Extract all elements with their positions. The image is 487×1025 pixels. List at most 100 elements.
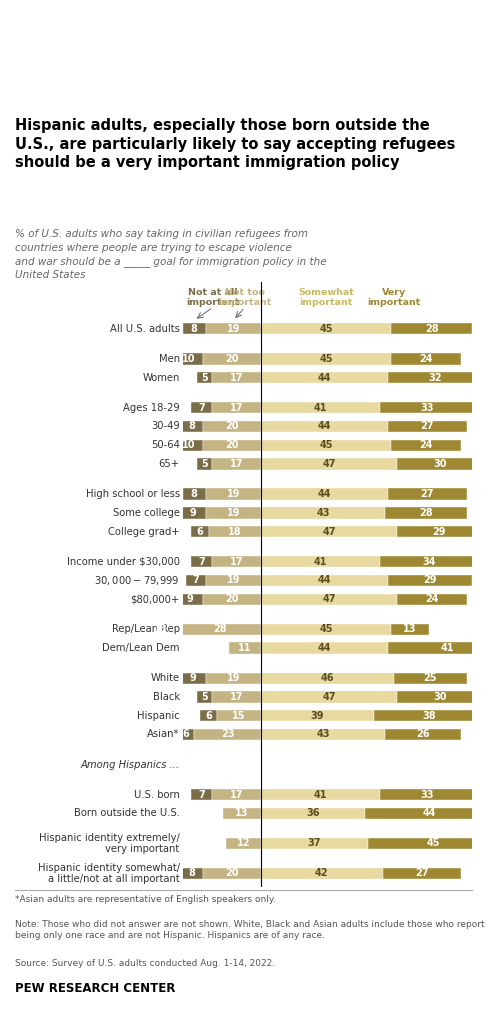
Text: U.S. born: U.S. born <box>134 789 180 800</box>
Bar <box>261 672 394 684</box>
Bar <box>386 729 461 740</box>
Text: 18: 18 <box>228 527 242 537</box>
Text: 7: 7 <box>198 403 205 413</box>
Text: White: White <box>150 673 180 683</box>
Text: 15: 15 <box>232 710 246 721</box>
Text: 42: 42 <box>315 868 328 878</box>
Text: 8: 8 <box>191 324 198 334</box>
Bar <box>388 489 467 500</box>
Text: 43: 43 <box>317 507 330 518</box>
Text: 47: 47 <box>322 594 336 605</box>
Bar <box>180 507 206 519</box>
Bar <box>380 789 475 801</box>
Bar <box>180 421 203 433</box>
Text: $80,000+: $80,000+ <box>131 594 180 605</box>
Text: 44: 44 <box>422 809 436 818</box>
Text: High school or less: High school or less <box>86 489 180 499</box>
Text: 17: 17 <box>229 692 243 702</box>
Bar <box>183 489 206 500</box>
Bar <box>211 458 261 469</box>
Text: 20: 20 <box>225 354 239 364</box>
Text: 12: 12 <box>237 838 250 849</box>
Text: Somewhat
important: Somewhat important <box>298 287 354 306</box>
Bar <box>397 691 484 702</box>
Bar <box>211 557 261 568</box>
Bar <box>261 440 391 451</box>
Text: 44: 44 <box>318 373 331 382</box>
Text: Some college: Some college <box>112 507 180 518</box>
Bar <box>206 672 261 684</box>
Text: 6: 6 <box>206 710 212 721</box>
Bar <box>180 868 203 879</box>
Text: Note: Those who did not answer are not shown. White, Black and Asian adults incl: Note: Those who did not answer are not s… <box>15 920 484 940</box>
Text: College grad+: College grad+ <box>108 527 180 537</box>
Text: 45: 45 <box>319 441 333 450</box>
Bar <box>397 458 484 469</box>
Text: 36: 36 <box>306 809 320 818</box>
Bar <box>229 643 261 654</box>
Text: 27: 27 <box>421 489 434 499</box>
Text: 45: 45 <box>319 324 333 334</box>
Bar <box>386 507 467 519</box>
Bar <box>365 808 487 819</box>
Bar <box>203 868 261 879</box>
Text: 26: 26 <box>416 730 430 739</box>
Text: 25: 25 <box>424 673 437 683</box>
Text: 28: 28 <box>419 507 433 518</box>
Bar <box>261 837 368 849</box>
Text: 24: 24 <box>419 441 433 450</box>
Text: 13: 13 <box>154 624 168 634</box>
Bar <box>261 808 365 819</box>
Text: Hispanic identity somewhat/
a little/not at all important: Hispanic identity somewhat/ a little/not… <box>37 863 180 885</box>
Text: 32: 32 <box>428 373 442 382</box>
Text: 7: 7 <box>198 557 205 567</box>
Text: 30-49: 30-49 <box>151 421 180 432</box>
Text: 13: 13 <box>235 809 249 818</box>
Text: % of U.S. adults who say taking in civilian refugees from
countries where people: % of U.S. adults who say taking in civil… <box>15 230 326 280</box>
Bar <box>206 489 261 500</box>
Bar <box>261 623 391 634</box>
Bar <box>383 868 461 879</box>
Text: 20: 20 <box>225 421 239 432</box>
Text: 29: 29 <box>432 527 446 537</box>
Bar <box>388 372 481 383</box>
Bar <box>211 789 261 801</box>
Text: Women: Women <box>142 373 180 382</box>
Text: Born outside the U.S.: Born outside the U.S. <box>74 809 180 818</box>
Bar <box>391 623 429 634</box>
Bar <box>223 808 261 819</box>
Bar <box>206 575 261 586</box>
Text: 47: 47 <box>322 459 336 469</box>
Text: 37: 37 <box>308 838 321 849</box>
Text: 10: 10 <box>182 354 195 364</box>
Bar <box>394 672 467 684</box>
Text: 19: 19 <box>226 324 240 334</box>
Text: *Asian adults are representative of English speakers only.: *Asian adults are representative of Engl… <box>15 895 276 904</box>
Text: 33: 33 <box>421 403 434 413</box>
Text: Not too
important: Not too important <box>218 287 272 306</box>
Bar <box>191 557 211 568</box>
Text: 19: 19 <box>226 673 240 683</box>
Text: 19: 19 <box>226 489 240 499</box>
Text: 6: 6 <box>197 527 204 537</box>
Bar <box>183 323 206 334</box>
Text: 20: 20 <box>225 868 239 878</box>
Bar <box>261 789 380 801</box>
Bar <box>261 729 386 740</box>
Bar <box>211 372 261 383</box>
Text: 8: 8 <box>188 421 195 432</box>
Text: 9: 9 <box>189 507 196 518</box>
Text: 17: 17 <box>229 403 243 413</box>
Text: Rep/Lean Rep: Rep/Lean Rep <box>112 624 180 634</box>
Bar <box>261 507 386 519</box>
Bar <box>177 593 203 605</box>
Text: 5: 5 <box>201 692 208 702</box>
Bar <box>191 789 211 801</box>
Text: 41: 41 <box>441 643 454 653</box>
Text: 41: 41 <box>314 557 327 567</box>
Text: 27: 27 <box>415 868 429 878</box>
Bar <box>388 421 467 433</box>
Text: 20: 20 <box>225 594 239 605</box>
Text: 13: 13 <box>403 624 417 634</box>
Text: 50-64: 50-64 <box>151 441 180 450</box>
